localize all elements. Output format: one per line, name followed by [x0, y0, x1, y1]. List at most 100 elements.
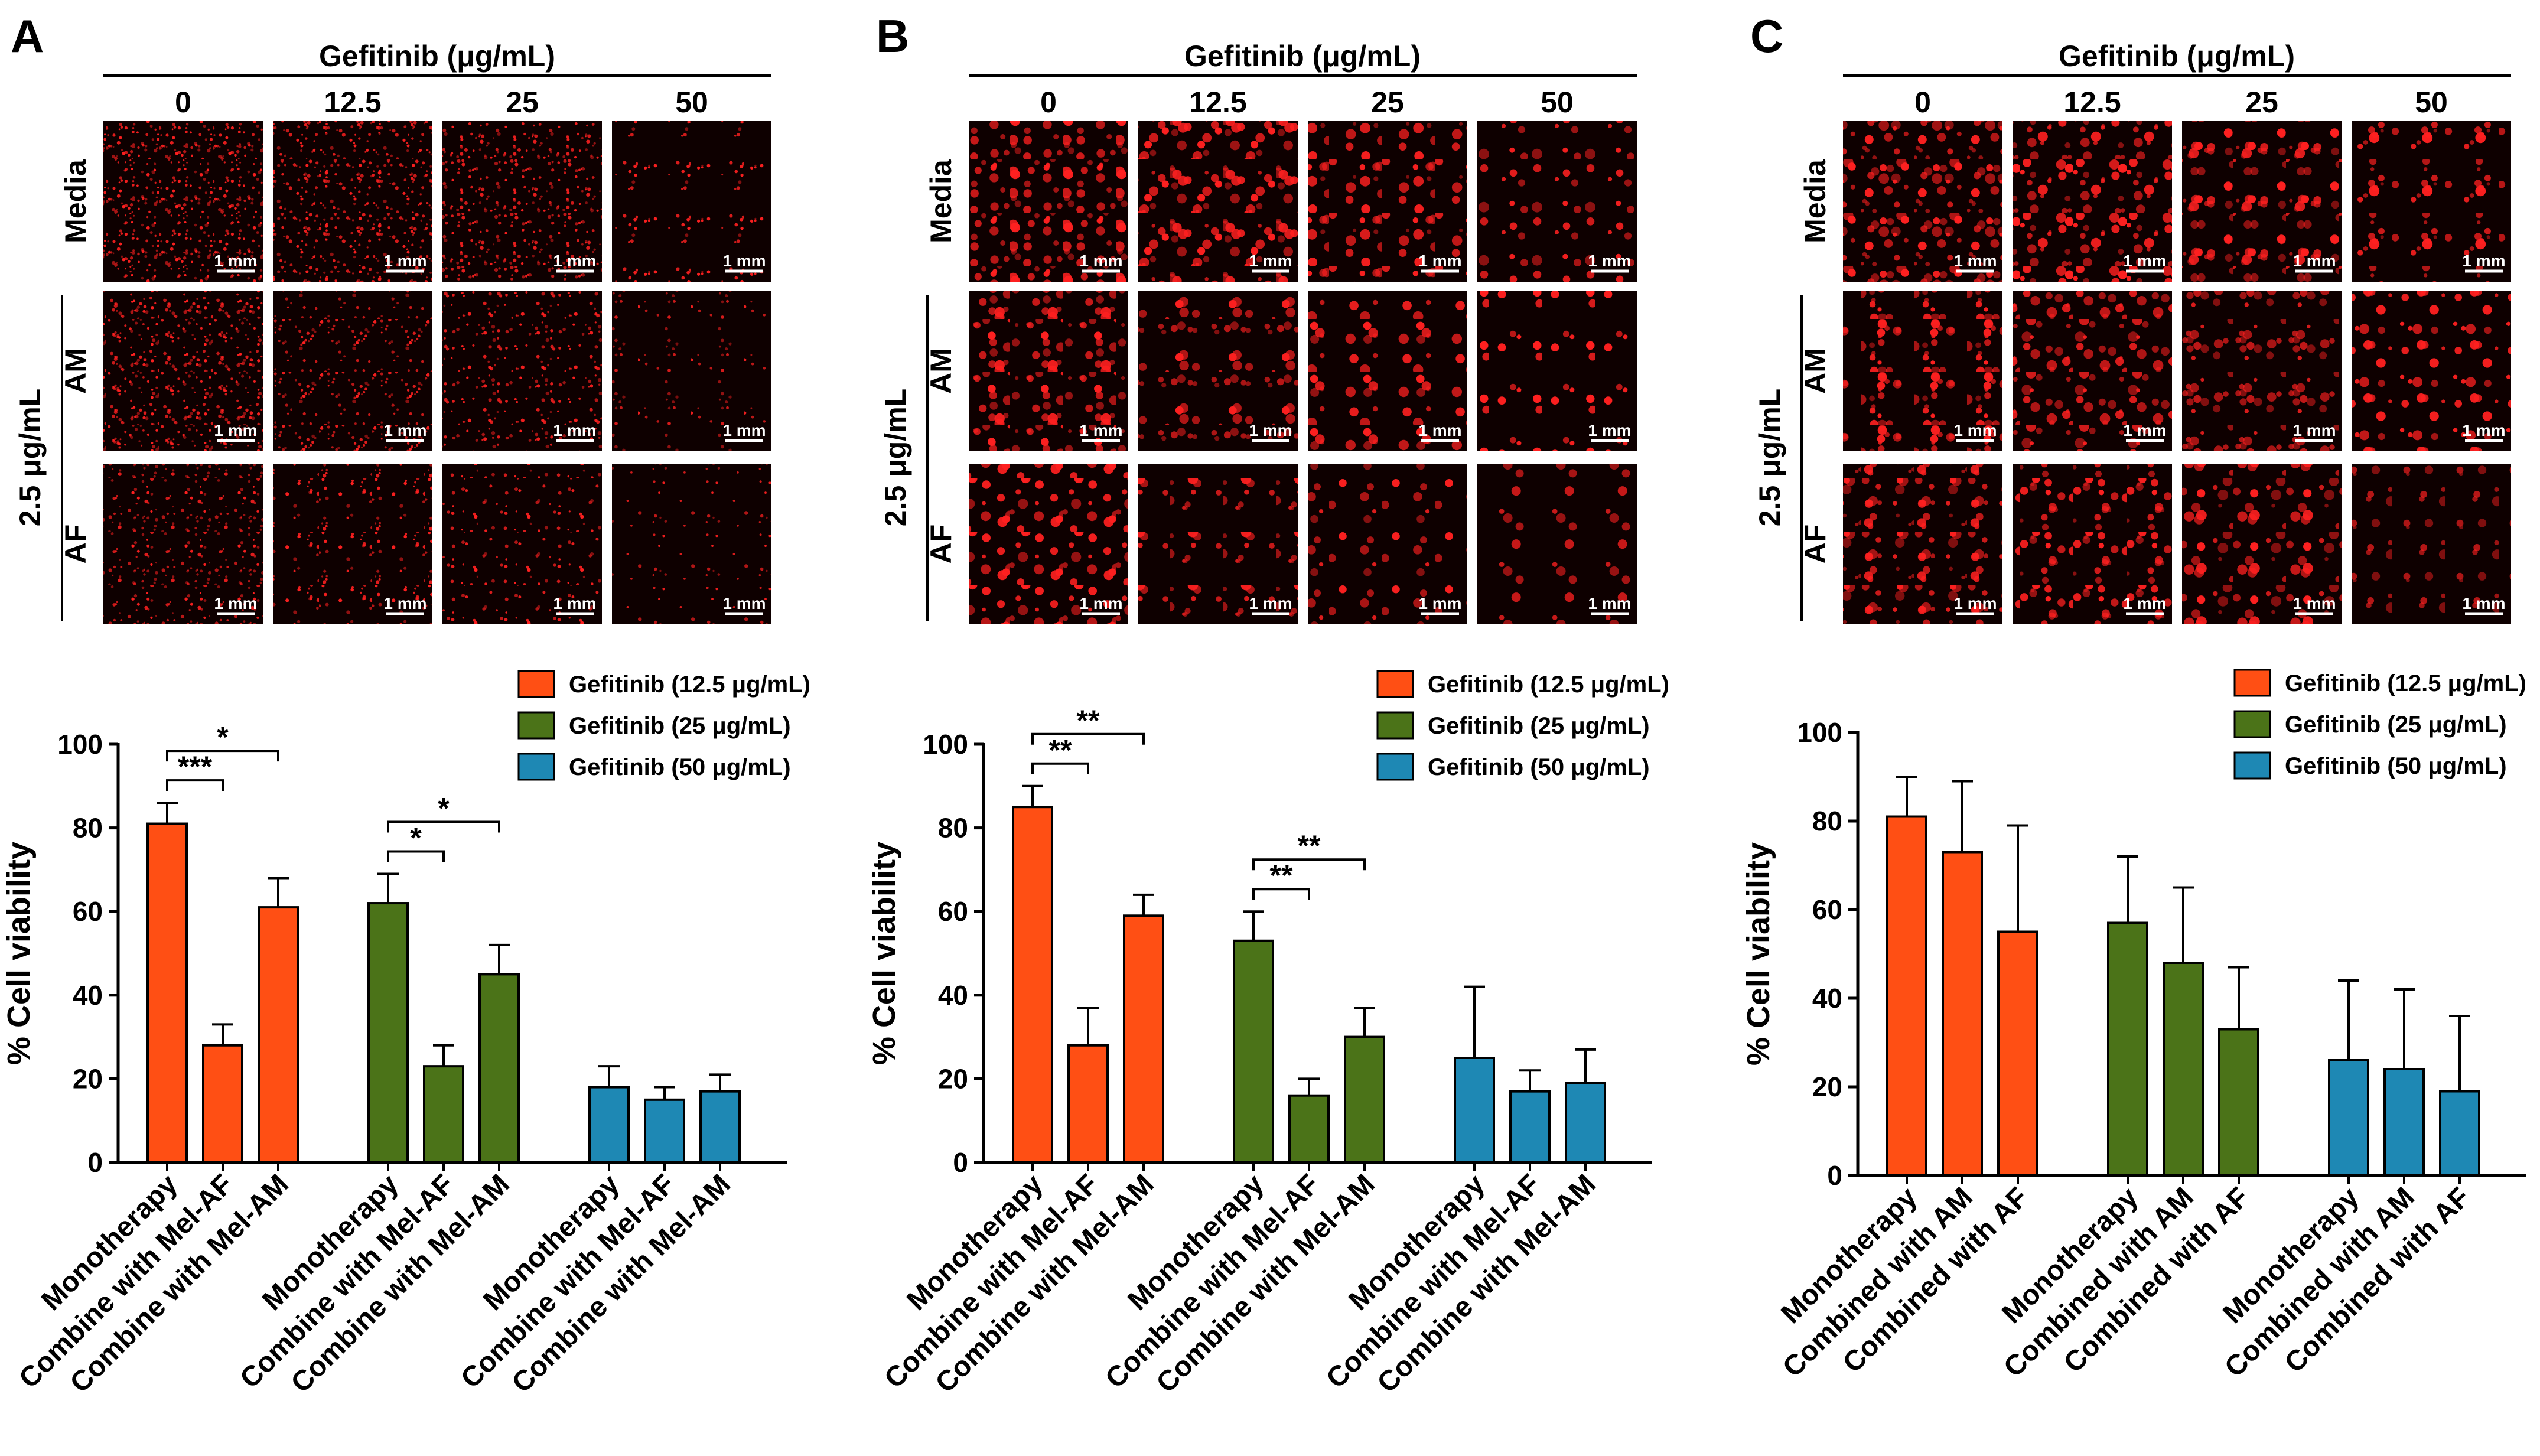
legend-label: Gefitinib (12.5 μg/mL): [1428, 672, 1669, 698]
row-label-media: Media: [924, 159, 958, 243]
scale-bar-label: 1 mm: [2292, 252, 2336, 270]
micrograph: [1308, 121, 1467, 282]
row-label-af: AF: [59, 525, 92, 564]
legend-label: Gefitinib (12.5 μg/mL): [2285, 670, 2526, 696]
scale-bar-label: 1 mm: [1418, 252, 1461, 270]
micrograph: [1138, 464, 1298, 624]
micrograph: [1477, 291, 1637, 451]
bar: [1565, 1082, 1606, 1164]
scale-bar-label: 1 mm: [214, 421, 257, 439]
panel-letter: A: [11, 10, 44, 62]
row-label-am: AM: [59, 348, 92, 394]
legend-swatch: [2233, 751, 2271, 780]
dose-label: 50: [2415, 86, 2448, 119]
y-tick-label: 40: [1812, 983, 1842, 1014]
scale-bar-label: 1 mm: [214, 252, 257, 270]
treatment-dose-label: 2.5 μg/mL: [14, 389, 47, 526]
x-tick-label: Combine with Mel-AM: [1372, 1168, 1602, 1399]
y-axis-label: % Cell viability: [1, 842, 37, 1065]
row-label-am: AM: [924, 348, 958, 394]
micrograph: [2182, 121, 2342, 282]
significance-label: *: [217, 721, 229, 754]
bar: [2328, 1059, 2369, 1177]
micrograph: [2013, 121, 2172, 282]
micrograph: [1477, 464, 1637, 624]
micrograph: [612, 121, 771, 282]
x-tick-label: Combine with Mel-AF: [878, 1168, 1105, 1395]
y-tick-label: 40: [73, 980, 103, 1011]
micrograph: [1308, 291, 1467, 451]
y-tick-label: 60: [938, 896, 968, 927]
micrograph: [273, 291, 432, 451]
scale-bar-label: 1 mm: [1079, 252, 1122, 270]
legend-label: Gefitinib (25 μg/mL): [2285, 712, 2507, 738]
micrograph: [2013, 464, 2172, 624]
scale-bar-label: 1 mm: [722, 421, 766, 439]
legend-swatch: [2233, 710, 2271, 738]
scale-bar-label: 1 mm: [383, 594, 426, 613]
scale-bar-label: 1 mm: [1953, 252, 1997, 270]
panel-letter: C: [1750, 10, 1783, 62]
micrograph: [442, 291, 602, 451]
dose-label: 0: [1040, 86, 1057, 119]
y-tick-label: 100: [57, 729, 103, 760]
significance-bracket: [166, 750, 279, 762]
significance-bracket: [166, 779, 224, 791]
scale-bar-label: 1 mm: [2462, 594, 2505, 613]
micrograph: [273, 121, 432, 282]
micrograph: [1308, 464, 1467, 624]
scale-bar-label: 1 mm: [553, 252, 596, 270]
legend-label: Gefitinib (50 μg/mL): [1428, 754, 1650, 780]
significance-bracket: [1252, 858, 1366, 871]
micrograph: [612, 464, 771, 624]
bar: [699, 1090, 741, 1164]
bar: [202, 1044, 243, 1164]
bar: [1288, 1094, 1330, 1164]
micrograph: [969, 464, 1128, 624]
micrograph: [103, 464, 263, 624]
panel-letter: B: [876, 10, 909, 62]
scale-bar-label: 1 mm: [2123, 421, 2166, 439]
bar: [146, 822, 188, 1164]
scale-bar-label: 1 mm: [553, 421, 596, 439]
micrograph: [273, 464, 432, 624]
scale-bar-label: 1 mm: [1588, 594, 1631, 613]
treatment-dose-label: 2.5 μg/mL: [1753, 389, 1786, 526]
micrograph: [1138, 291, 1298, 451]
y-axis-label: % Cell viability: [867, 842, 902, 1065]
bar: [1233, 939, 1274, 1164]
y-tick-label: 20: [938, 1063, 968, 1094]
micrograph: [442, 121, 602, 282]
significance-label: ***: [178, 750, 213, 783]
legend-swatch: [2233, 669, 2271, 697]
bar: [1509, 1090, 1551, 1164]
dose-label: 12.5: [2063, 86, 2121, 119]
row-label-af: AF: [924, 525, 958, 564]
significance-label: **: [1077, 704, 1100, 737]
micrograph: [1843, 291, 2002, 451]
micrograph: [2182, 291, 2342, 451]
bar: [423, 1065, 464, 1164]
scale-bar-label: 1 mm: [1079, 594, 1122, 613]
y-tick-label: 80: [73, 813, 103, 843]
bar: [1012, 806, 1053, 1164]
scale-bar-label: 1 mm: [2123, 252, 2166, 270]
x-tick-label: Combine with Mel-AM: [506, 1168, 737, 1399]
bar: [1123, 914, 1164, 1164]
scale-bar-label: 1 mm: [2292, 421, 2336, 439]
panel-b: B Gefitinib (μg/mL) 0 12.5 25 50 Media AM AF 2.5 …: [867, 10, 1669, 1399]
panel-c: C Gefitinib (μg/mL) 0 12.5 25 50 Media AM AF 2.5 …: [1741, 10, 2526, 1383]
scale-bar-label: 1 mm: [1588, 252, 1631, 270]
micrograph: [1843, 121, 2002, 282]
row-label-af: AF: [1799, 525, 1832, 564]
scale-bar-label: 1 mm: [1079, 421, 1122, 439]
panel-a: A Gefitinib (μg/mL) 0 12.5 25 50 Media AM AF 2.5 …: [1, 10, 810, 1399]
dose-label: 25: [1371, 86, 1404, 119]
scale-bar-label: 1 mm: [214, 594, 257, 613]
dose-label: 50: [1541, 86, 1574, 119]
micrograph: [612, 291, 771, 451]
micrograph: [969, 121, 1128, 282]
micrograph: [2352, 121, 2511, 282]
scale-bar-label: 1 mm: [1249, 594, 1292, 613]
